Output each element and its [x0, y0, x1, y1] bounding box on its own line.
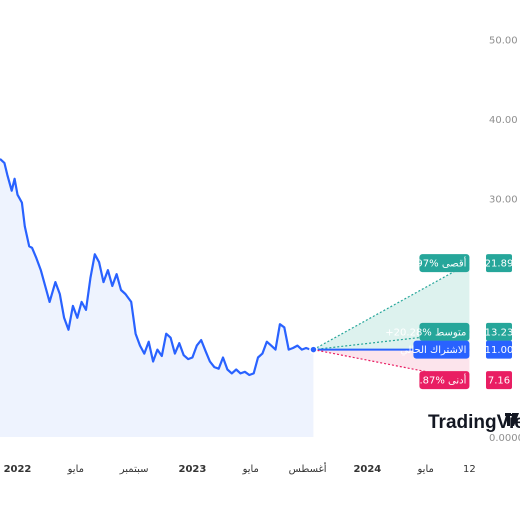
forecast-tag-max: +98.97% أقصى 21.89 [392, 254, 514, 273]
forecast-tag-avg: +20.28% متوسط 13.23 [385, 322, 514, 341]
x-tick-label: 2024 [353, 464, 381, 475]
price-line [0, 158, 314, 377]
x-tick-label: 12 [463, 464, 476, 475]
x-tick-label: أغسطس [289, 462, 327, 475]
forecast-label-bg [419, 254, 470, 273]
x-tick-label: مايو [242, 464, 259, 475]
y-tick-label: 0.0000 [489, 433, 520, 444]
x-tick-label: 2023 [179, 464, 207, 475]
tradingview-logo-icon [505, 413, 519, 426]
forecast-label: +20.28% متوسط [385, 327, 466, 338]
x-tick-label: سبتمبر [119, 464, 149, 475]
forecast-value-bg [486, 371, 512, 390]
forecast-tag-min: -34.87% أدنى 7.16 [403, 371, 512, 390]
forecast-value-label: 11.00 [485, 345, 514, 356]
forecast-value-bg [486, 254, 512, 273]
forecast-value-label: 7.16 [488, 376, 510, 387]
x-tick-label: مايو [417, 464, 434, 475]
price-area-fill [0, 158, 314, 437]
current-price-dot [309, 345, 318, 354]
watermark: TradingView [428, 412, 520, 433]
forecast-tags: +98.97% أقصى 21.89 +20.28% متوسط 13.23 الاشت… [385, 254, 514, 390]
watermark-text: TradingView [428, 412, 520, 433]
forecast-label: +98.97% أقصى [392, 257, 466, 270]
x-tick-label: 2022 [4, 464, 32, 475]
forecast-label: -34.87% أدنى [403, 374, 466, 387]
forecast-label: الاشتراك الحالي [400, 345, 466, 356]
x-tick-label: مايو [67, 464, 84, 475]
forecast-fill [313, 263, 470, 381]
forecast-value-label: 13.23 [485, 327, 514, 338]
x-axis: 2022 مايو سبتمبر 2023 مايو أغسطس 2024 مايو 12 [4, 462, 476, 475]
y-tick-label: 50.00 [489, 36, 518, 47]
y-axis: 50.00 40.00 30.00 0.0000 [489, 36, 520, 444]
forecast-line-max [313, 262, 470, 351]
y-tick-label: 40.00 [489, 115, 518, 126]
forecast-label-bg [419, 322, 470, 341]
forecast-label-bg [413, 340, 470, 359]
forecast-label-bg [419, 371, 470, 390]
forecast-value-bg [486, 322, 512, 341]
forecast-value-label: 21.89 [485, 259, 514, 270]
y-tick-label: 30.00 [489, 195, 518, 206]
forecast-value-bg [486, 340, 512, 359]
forecast-tag-cur: الاشتراك الحالي 11.00 [400, 340, 514, 359]
